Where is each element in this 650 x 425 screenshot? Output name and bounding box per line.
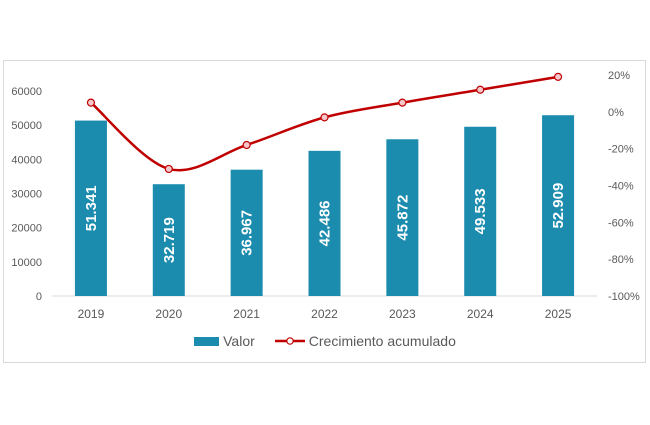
y-left-tick: 10000: [11, 257, 42, 269]
line-marker: [164, 164, 173, 174]
line-marker: [398, 98, 407, 107]
x-tick: 2020: [155, 307, 182, 321]
bar-data-label: 51.341: [83, 185, 100, 231]
y-right-tick: 20%: [608, 70, 630, 82]
x-tick: 2025: [545, 307, 572, 321]
legend-item-crecimiento: Crecimiento acumulado: [274, 333, 456, 349]
bar-data-label: 45.872: [394, 195, 411, 241]
bar: [152, 184, 185, 296]
bar-data-label: 42.486: [317, 200, 334, 246]
y-right-tick: -20%: [608, 144, 634, 156]
y-right-tick: 0%: [608, 107, 624, 119]
y-left-tick: 50000: [11, 120, 42, 132]
y-right-tick: -100%: [608, 291, 640, 303]
x-tick: 2023: [389, 307, 416, 321]
y-left-tick: 30000: [11, 189, 42, 201]
y-left-tick: 20000: [11, 223, 42, 235]
bar: [230, 169, 263, 296]
y-left-tick: 0: [36, 291, 42, 303]
bar: [74, 120, 107, 296]
line-marker: [242, 140, 251, 150]
bar: [386, 139, 419, 296]
line-marker: [553, 72, 563, 81]
y-left-tick: 60000: [11, 86, 42, 98]
legend: Valor Crecimiento acumulado: [0, 333, 650, 349]
x-tick: 2019: [78, 307, 105, 321]
bar-data-label: 52.909: [550, 183, 567, 229]
y-right-tick: -60%: [608, 217, 634, 229]
legend-label-valor: Valor: [223, 333, 255, 349]
x-tick: 2021: [233, 307, 260, 321]
line-marker: [86, 98, 96, 107]
bar-data-label: 32.719: [161, 217, 178, 263]
bar: [308, 150, 341, 296]
line-marker: [320, 113, 329, 122]
y-left-tick: 40000: [11, 154, 42, 166]
bar-data-label: 36.967: [239, 210, 256, 256]
y-right-tick: -40%: [608, 181, 634, 193]
y-right-tick: -80%: [608, 254, 634, 266]
x-tick: 2024: [467, 307, 494, 321]
line-marker: [476, 85, 485, 94]
bar: [464, 126, 497, 296]
x-tick: 2022: [311, 307, 338, 321]
legend-label-crecimiento: Crecimiento acumulado: [308, 333, 456, 349]
legend-item-valor: Valor: [194, 333, 255, 349]
bar-data-label: 49.533: [472, 188, 489, 234]
line-marker-icon: [274, 337, 305, 345]
bar: [542, 115, 575, 296]
bar-swatch-icon: [194, 336, 220, 346]
